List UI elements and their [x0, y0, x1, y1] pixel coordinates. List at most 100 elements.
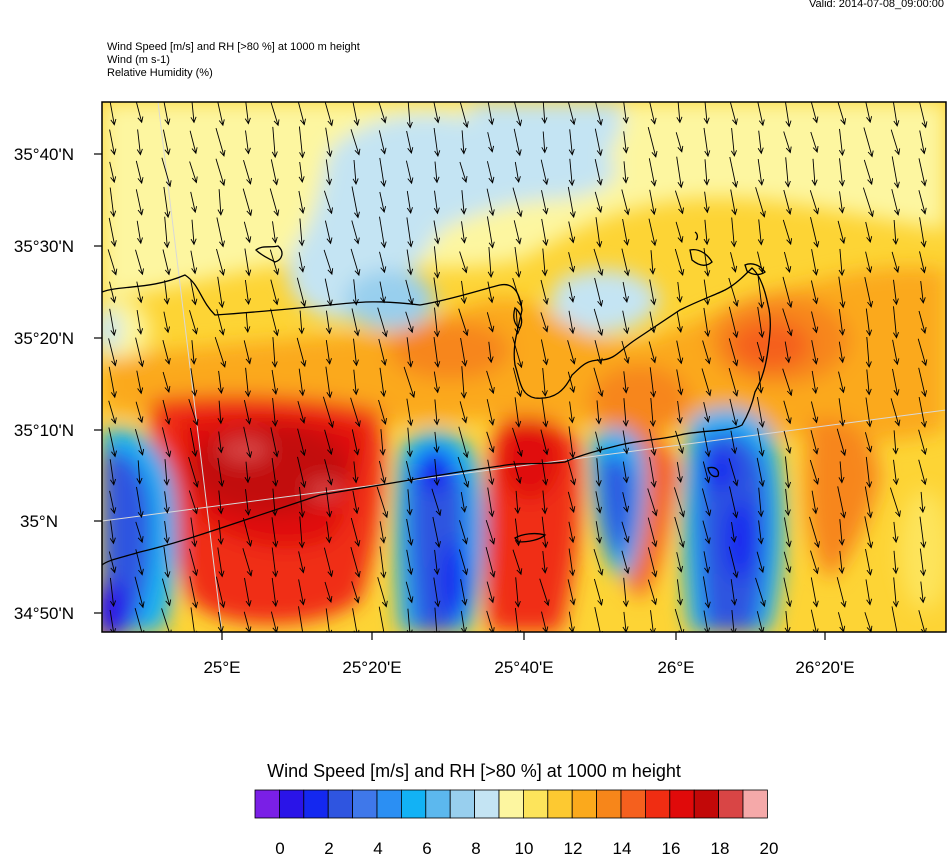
- wind-arrow: [919, 130, 927, 155]
- wind-arrow: [755, 187, 766, 218]
- wind-arrow: [298, 161, 305, 184]
- wind-arrow: [379, 546, 387, 579]
- wind-arrow: [647, 547, 658, 578]
- wind-arrow: [809, 190, 820, 215]
- wind-arrow: [649, 367, 657, 398]
- wind-arrow: [728, 458, 739, 487]
- wind-arrow: [377, 577, 388, 608]
- wind-arrow: [593, 367, 604, 398]
- wind-arrow: [593, 308, 604, 337]
- wind-arrow: [757, 130, 764, 155]
- wind-arrow: [244, 489, 251, 516]
- wind-arrow: [298, 579, 306, 606]
- wind-arrow: [352, 102, 360, 127]
- wind-arrow: [782, 276, 793, 309]
- wind-arrow: [836, 428, 847, 457]
- wind-arrow: [838, 550, 845, 575]
- wind-arrow: [163, 186, 171, 219]
- wind-arrow: [486, 216, 495, 249]
- wind-arrow: [325, 310, 332, 335]
- wind-arrow: [243, 340, 252, 365]
- wind-arrow: [243, 426, 253, 459]
- wind-arrow: [864, 432, 873, 453]
- wind-arrow: [783, 430, 792, 454]
- wind-arrow: [892, 459, 899, 486]
- colorbar-swatch: [547, 789, 573, 819]
- wind-arrow: [433, 161, 440, 184]
- wind-arrow: [595, 491, 603, 514]
- wind-arrow: [811, 370, 818, 395]
- wind-speed-field: [102, 102, 946, 632]
- wind-arrow: [378, 102, 387, 124]
- wind-arrow: [673, 487, 685, 518]
- wind-arrow: [244, 577, 252, 608]
- wind-arrow: [729, 486, 739, 519]
- wind-arrow: [594, 277, 604, 308]
- wind-arrow: [811, 490, 819, 515]
- wind-arrow: [379, 157, 387, 188]
- wind-arrow: [783, 517, 792, 548]
- wind-arrow: [730, 430, 738, 455]
- wind-arrow: [784, 611, 791, 632]
- wind-arrow: [271, 547, 279, 578]
- wind-arrow: [163, 280, 170, 305]
- wind-arrow: [838, 248, 845, 277]
- wind-arrow: [674, 190, 684, 215]
- wind-arrow: [728, 367, 739, 397]
- wind-arrow: [350, 129, 361, 156]
- wind-arrow: [486, 431, 495, 454]
- colorbar-tick: 18: [711, 839, 730, 854]
- wind-arrow: [865, 369, 872, 396]
- wind-arrow: [540, 159, 549, 186]
- colorbar-swatch: [620, 789, 646, 819]
- wind-arrow: [675, 430, 684, 455]
- wind-arrow: [703, 610, 711, 632]
- wind-arrow: [163, 459, 170, 486]
- header-line-3: Relative Humidity (%): [107, 67, 213, 79]
- wind-arrow: [541, 516, 549, 549]
- wind-arrow: [568, 401, 575, 424]
- wind-arrow: [567, 579, 576, 606]
- wind-arrow: [296, 337, 307, 368]
- wind-arrow: [918, 310, 927, 335]
- wind-arrow: [783, 577, 792, 608]
- wind-arrow: [703, 307, 711, 338]
- wind-arrow: [136, 129, 143, 156]
- header-line-2: Wind (m s-1): [107, 54, 170, 66]
- wind-arrow: [514, 577, 521, 608]
- wind-arrow: [514, 246, 522, 279]
- wind-arrow: [217, 189, 224, 216]
- wind-arrow: [242, 548, 253, 577]
- wind-arrow: [379, 429, 386, 456]
- wind-arrow: [862, 187, 874, 218]
- colorbar-swatch: [327, 789, 354, 819]
- wind-arrow: [784, 488, 791, 517]
- wind-arrow: [460, 190, 467, 215]
- wind-arrow: [271, 369, 279, 396]
- wind-arrow: [567, 459, 577, 486]
- wind-arrow: [539, 578, 550, 607]
- wind-arrow: [163, 546, 171, 579]
- lat-label: 35°30'N: [14, 237, 74, 256]
- wind-arrow: [567, 102, 576, 126]
- wind-arrow: [865, 549, 873, 576]
- wind-arrow: [837, 220, 846, 245]
- wind-arrow: [783, 189, 792, 216]
- wind-arrow: [892, 577, 899, 608]
- wind-arrow: [242, 517, 253, 547]
- wind-arrow: [755, 577, 766, 608]
- wind-arrow: [271, 577, 279, 608]
- wind-arrow: [676, 400, 683, 425]
- wind-arrow: [757, 428, 765, 457]
- wind-arrow: [298, 126, 306, 159]
- wind-arrow: [568, 611, 575, 632]
- wind-arrow: [460, 338, 468, 367]
- wind-arrow: [621, 521, 630, 544]
- wind-arrow: [891, 251, 900, 274]
- wind-arrow: [378, 338, 387, 367]
- wind-arrow: [649, 311, 657, 334]
- wind-arrow: [838, 371, 846, 394]
- colorbar-swatch: [303, 789, 329, 819]
- wind-arrow: [649, 397, 656, 428]
- wind-arrow: [622, 310, 630, 335]
